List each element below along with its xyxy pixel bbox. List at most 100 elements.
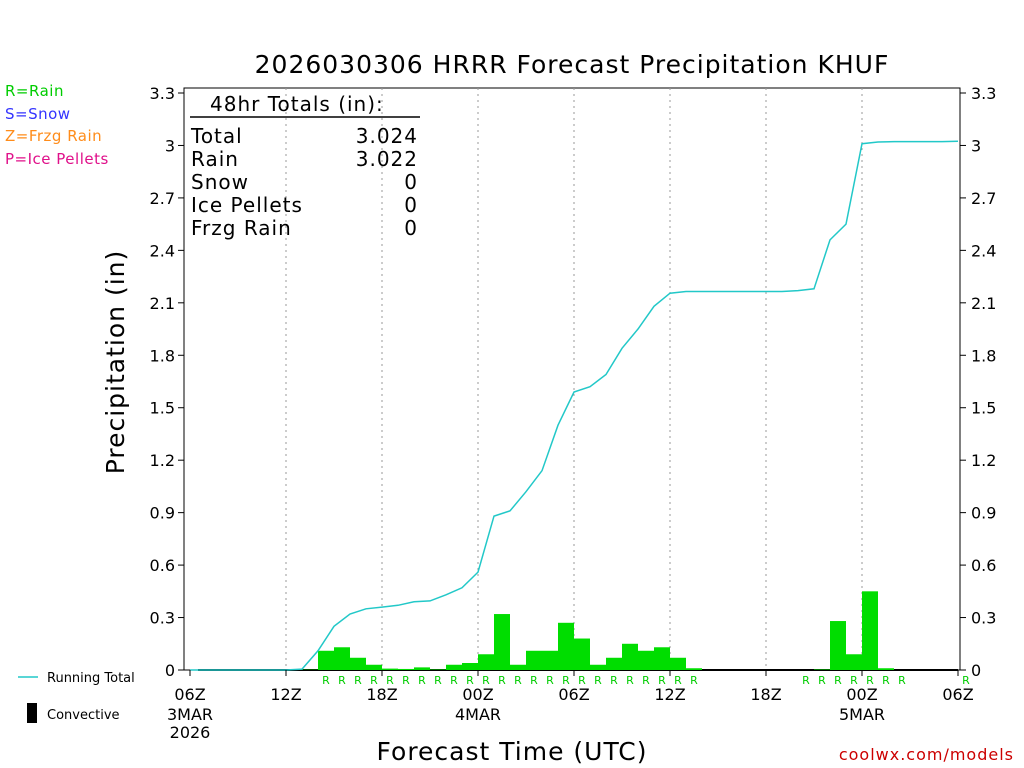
convective-legend-swatch <box>27 703 37 723</box>
precip-bar <box>478 654 494 670</box>
x-tick-label: 18Z <box>366 685 397 704</box>
x-tick-sublabel: 4MAR <box>455 705 501 724</box>
totals-row-label: Ice Pellets <box>191 193 303 217</box>
ptype-marker: R <box>482 674 490 687</box>
precip-bar <box>878 668 894 670</box>
y-tick-label-left: 3.3 <box>150 84 175 103</box>
ptype-marker: R <box>530 674 538 687</box>
ptype-legend-ice-pellets: P=Ice Pellets <box>5 150 109 168</box>
precip-bar <box>574 638 590 670</box>
ptype-marker: R <box>370 674 378 687</box>
ptype-legend-rain: R=Rain <box>5 82 64 100</box>
totals-row-label: Rain <box>191 147 239 171</box>
ptype-marker: R <box>690 674 698 687</box>
ptype-marker: R <box>434 674 442 687</box>
totals-heading: 48hr Totals (in): <box>210 92 384 116</box>
y-tick-label-right: 2.4 <box>971 241 996 260</box>
totals-row-value: 0 <box>404 216 418 240</box>
ptype-marker: R <box>498 674 506 687</box>
x-tick-label: 06Z <box>174 685 205 704</box>
precip-bar <box>638 650 654 670</box>
totals-row-value: 0 <box>404 170 418 194</box>
precip-bar <box>398 668 414 670</box>
x-tick-label: 00Z <box>462 685 493 704</box>
ptype-marker: R <box>546 674 554 687</box>
y-tick-label-left: 2.4 <box>150 241 175 260</box>
y-tick-label-left: 0.9 <box>150 504 175 523</box>
precip-bar <box>542 650 558 670</box>
ptype-marker: R <box>898 674 906 687</box>
y-tick-label-right: 2.1 <box>971 294 996 313</box>
y-tick-label-right: 1.8 <box>971 346 996 365</box>
precip-bar <box>350 657 366 670</box>
x-tick-label: 12Z <box>270 685 301 704</box>
y-tick-label-right: 3 <box>971 136 981 155</box>
precip-bar <box>462 663 478 670</box>
totals-row-value: 0 <box>404 193 418 217</box>
precip-bar <box>606 657 622 670</box>
ptype-marker: R <box>610 674 618 687</box>
precip-bar <box>590 664 606 670</box>
convective-legend-label: Convective <box>47 708 120 723</box>
totals-row-label: Total <box>190 124 243 148</box>
y-tick-label-right: 2.7 <box>971 189 996 208</box>
precip-bar <box>446 664 462 670</box>
plot-frame <box>183 87 961 671</box>
y-tick-label-left: 0.3 <box>150 609 175 628</box>
y-tick-label-right: 1.5 <box>971 399 996 418</box>
precip-bar <box>654 647 670 670</box>
y-tick-label-right: 0.3 <box>971 609 996 628</box>
y-axis-title: Precipitation (in) <box>101 250 130 475</box>
x-tick-sublabel: 3MAR <box>167 705 213 724</box>
precip-bar <box>430 669 446 670</box>
ptype-marker: R <box>802 674 810 687</box>
precip-bar <box>414 667 430 670</box>
ptype-marker: R <box>514 674 522 687</box>
ptype-marker: R <box>818 674 826 687</box>
precip-bar <box>382 668 398 670</box>
ptype-legend-freezing-rain: Z=Frzg Rain <box>5 127 103 145</box>
precip-bar <box>318 650 334 670</box>
totals-row-value: 3.022 <box>356 147 418 171</box>
ptype-marker: R <box>658 674 666 687</box>
y-tick-label-left: 3 <box>165 136 175 155</box>
precip-bar <box>686 668 702 670</box>
totals-row-label: Snow <box>191 170 249 194</box>
y-tick-label-left: 0 <box>165 661 175 680</box>
x-tick-label: 06Z <box>942 685 973 704</box>
x-tick-label: 12Z <box>654 685 685 704</box>
precip-bar <box>846 654 862 670</box>
ptype-marker: R <box>386 674 394 687</box>
ptype-marker: R <box>578 674 586 687</box>
ptype-marker: R <box>354 674 362 687</box>
ptype-marker: R <box>962 674 970 687</box>
y-tick-label-left: 2.7 <box>150 189 175 208</box>
x-tick-sublabel: 5MAR <box>839 705 885 724</box>
running-total-legend-label: Running Total <box>47 671 135 686</box>
precip-bar <box>670 657 686 670</box>
x-tick-label: 06Z <box>558 685 589 704</box>
x-tick-label: 18Z <box>750 685 781 704</box>
totals-row-label: Frzg Rain <box>191 216 292 240</box>
x-tick-label: 00Z <box>846 685 877 704</box>
precip-bar <box>526 650 542 670</box>
ptype-marker: R <box>418 674 426 687</box>
y-tick-label-left: 2.1 <box>150 294 175 313</box>
totals-row-value: 3.024 <box>356 124 418 148</box>
precip-bar <box>366 664 382 670</box>
y-tick-label-left: 1.8 <box>150 346 175 365</box>
precip-bar <box>558 622 574 670</box>
credit-link[interactable]: coolwx.com/models <box>838 745 1014 764</box>
precip-bar <box>830 621 846 670</box>
precip-bar <box>510 664 526 670</box>
y-tick-label-right: 0.9 <box>971 504 996 523</box>
x-tick-sublabel: 2026 <box>170 723 211 742</box>
ptype-marker: R <box>450 674 458 687</box>
precip-bar <box>334 647 350 670</box>
ptype-marker: R <box>594 674 602 687</box>
y-tick-label-right: 3.3 <box>971 84 996 103</box>
ptype-legend-snow: S=Snow <box>5 105 71 123</box>
ptype-marker: R <box>626 674 634 687</box>
x-axis-title: Forecast Time (UTC) <box>377 737 648 766</box>
